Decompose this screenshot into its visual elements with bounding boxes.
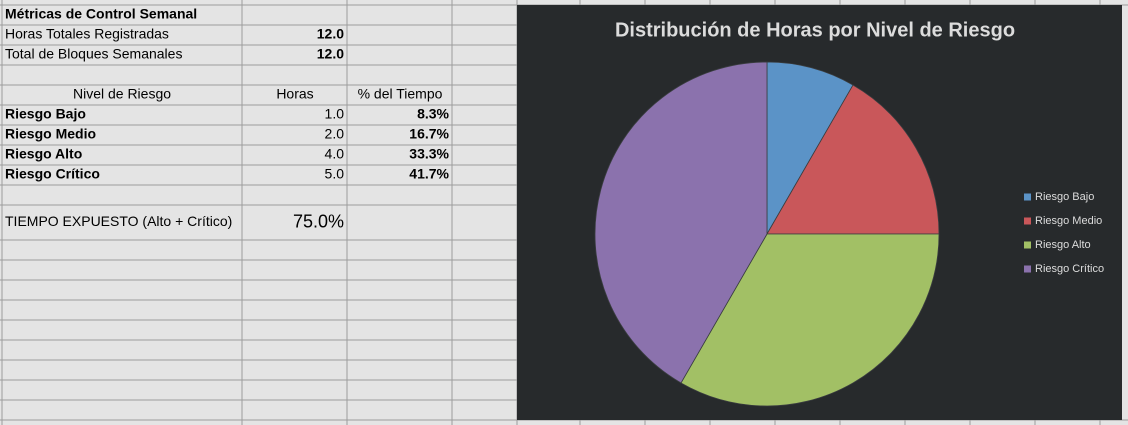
risk-label: Riesgo Crítico [5, 166, 100, 182]
legend-label: Riesgo Alto [1035, 239, 1091, 251]
table-header: % del Tiempo [358, 86, 443, 102]
risk-label: Riesgo Bajo [5, 106, 86, 122]
legend-swatch [1024, 265, 1031, 273]
percent-cell: 33.3% [409, 146, 449, 162]
legend-label: Riesgo Medio [1035, 215, 1102, 227]
table-header: Horas [276, 86, 313, 102]
hours-cell: 2.0 [325, 126, 345, 142]
legend-swatch [1024, 193, 1031, 201]
exposed-value: 75.0% [293, 211, 344, 231]
legend-label: Riesgo Crítico [1035, 263, 1104, 275]
pie-slice [766, 61, 854, 236]
metric-label: Total de Bloques Semanales [5, 46, 182, 62]
metric-value: 12.0 [317, 26, 344, 42]
legend-swatch [1024, 241, 1031, 249]
pie-slice [766, 84, 940, 235]
pie-slice [680, 233, 940, 407]
legend-label: Riesgo Bajo [1035, 191, 1094, 203]
percent-cell: 8.3% [417, 106, 449, 122]
pie-slice [594, 61, 768, 384]
hours-cell: 1.0 [325, 106, 345, 122]
hours-cell: 4.0 [325, 146, 345, 162]
percent-cell: 41.7% [409, 166, 449, 182]
metric-label: Horas Totales Registradas [5, 26, 169, 42]
metric-value: 12.0 [317, 46, 344, 62]
percent-cell: 16.7% [409, 126, 449, 142]
hours-cell: 5.0 [325, 166, 345, 182]
chart-title: Distribución de Horas por Nivel de Riesg… [615, 19, 1015, 41]
table-title: Métricas de Control Semanal [5, 6, 197, 22]
risk-label: Riesgo Medio [5, 126, 96, 142]
table-header: Nivel de Riesgo [73, 86, 171, 102]
legend-swatch [1024, 217, 1031, 225]
risk-label: Riesgo Alto [5, 146, 82, 162]
exposed-label: TIEMPO EXPUESTO (Alto + Crítico) [5, 213, 232, 229]
